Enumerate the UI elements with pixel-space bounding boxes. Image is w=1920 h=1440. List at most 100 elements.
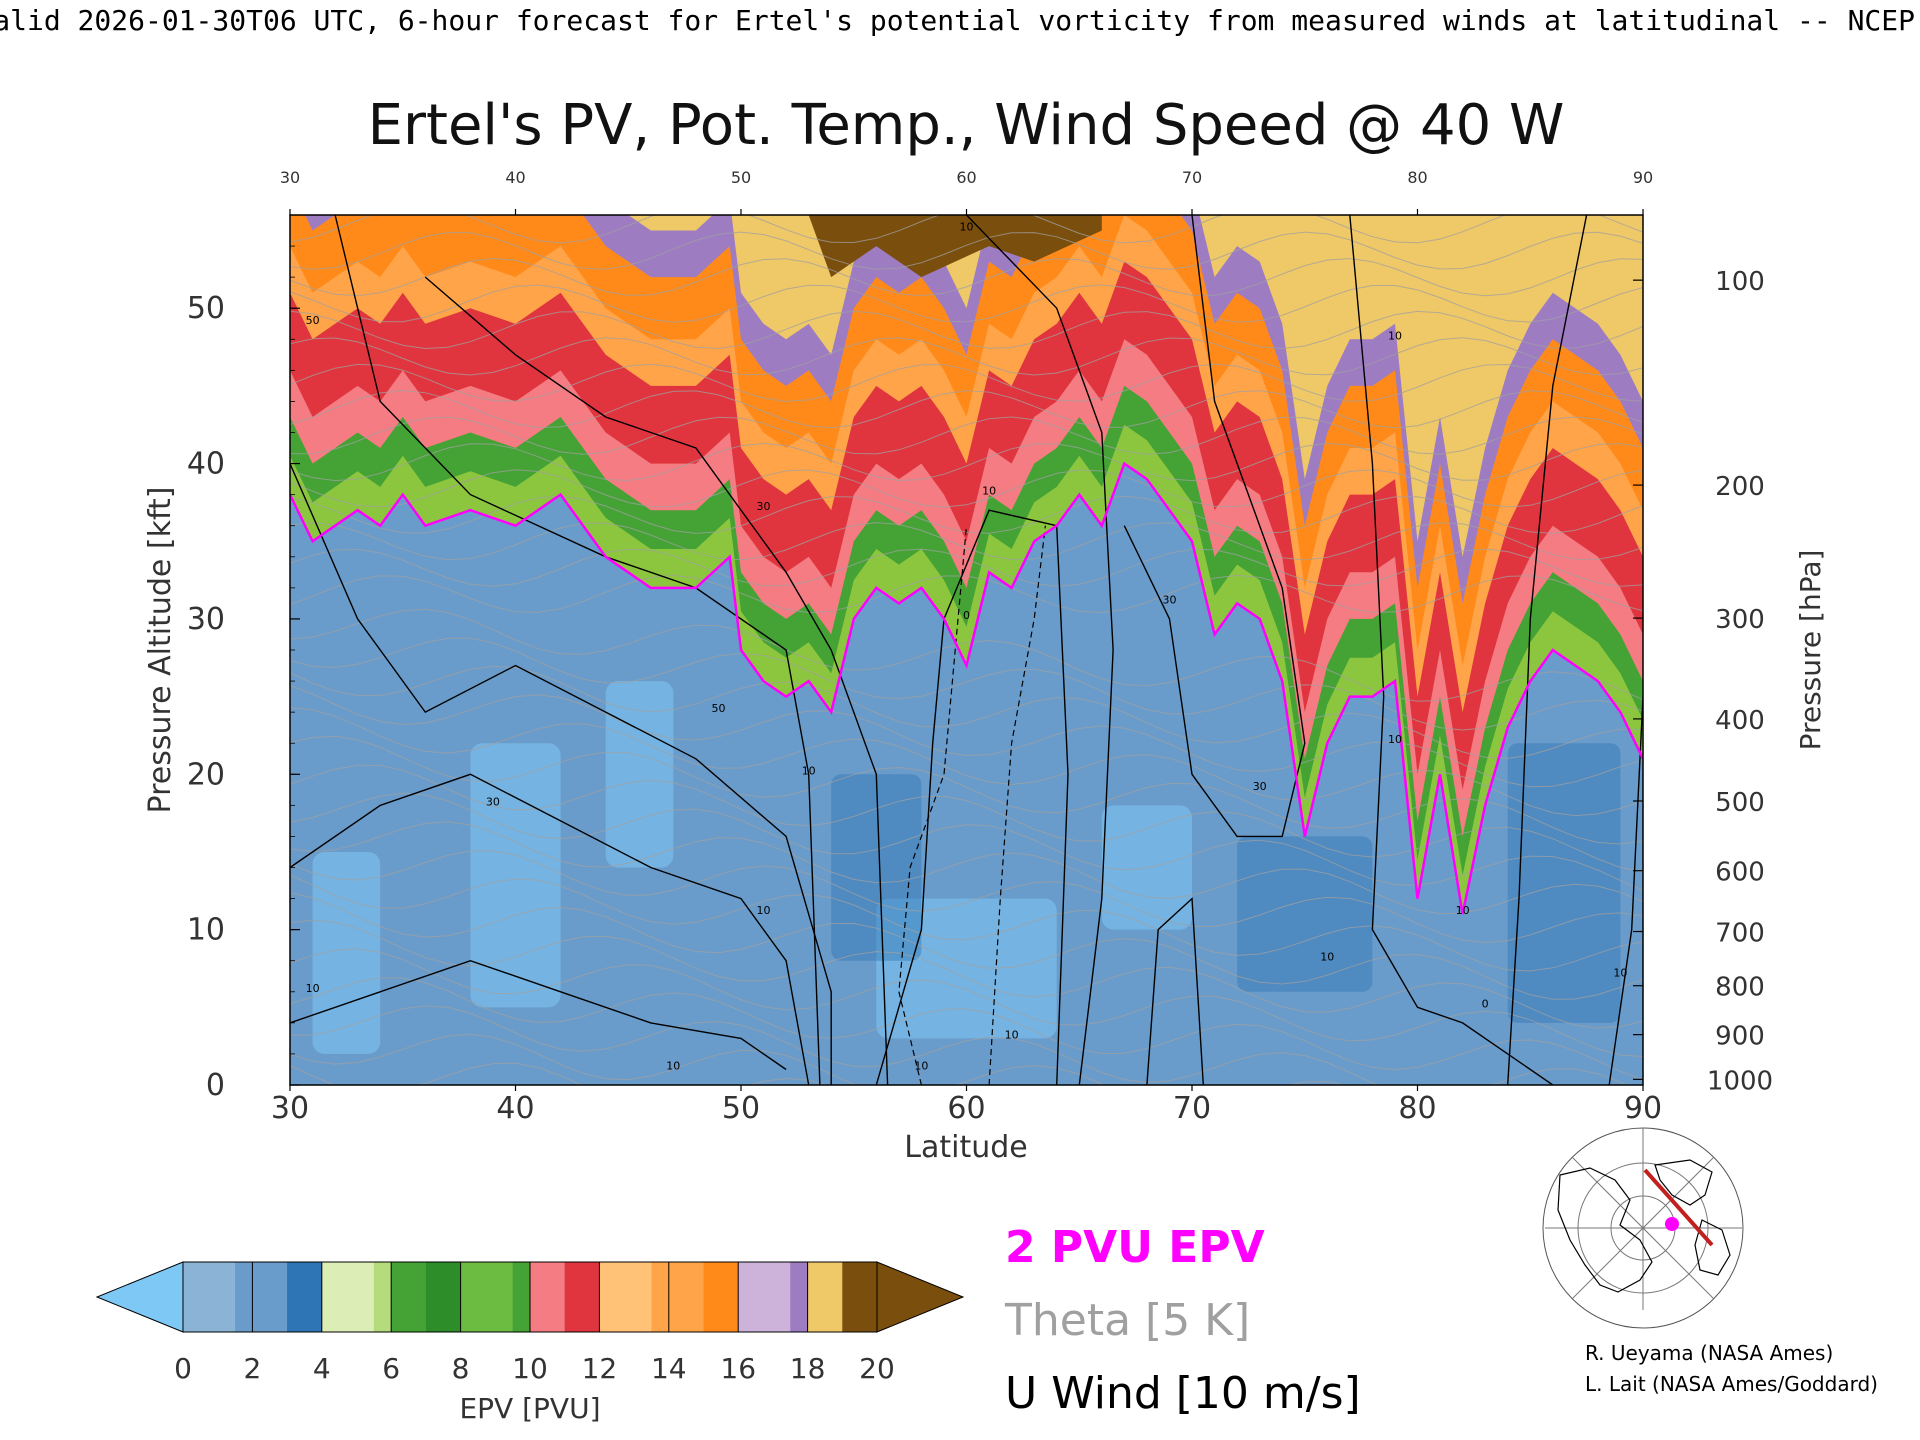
pressure-tick-label: 500: [1715, 788, 1765, 818]
colorbar-cell: [443, 1262, 462, 1332]
theta-line: [290, 874, 1643, 972]
credit-line-2: L. Lait (NASA Ames/Goddard): [1585, 1372, 1878, 1396]
colorbar-tick-label: 18: [790, 1352, 826, 1385]
wind-line-negative-0: [898, 525, 968, 1085]
wind-contour-label: 10: [914, 1060, 928, 1073]
colorbar-cell: [668, 1262, 687, 1332]
theta-line: [290, 231, 1643, 270]
y-axis-right-label: Pressure [hPa]: [1794, 550, 1827, 751]
wind-contour-label: 30: [486, 795, 500, 808]
theta-line: [290, 416, 1643, 455]
y-axis-right: 100 200 300 400 500 600 700 800 900 1000: [1633, 267, 1773, 1096]
wind-contour-label: 10: [982, 485, 996, 498]
theta-line: [290, 892, 1643, 1000]
colorbar-cell: [790, 1262, 809, 1332]
wind-contour-label: 10: [1456, 904, 1470, 917]
colorbar-cell: [599, 1262, 618, 1332]
theta-line: [290, 684, 1643, 788]
x-tick-label: 40: [496, 1091, 534, 1126]
wind-line-5: [875, 509, 1069, 1085]
troposphere-dark-patch-2: [1507, 743, 1621, 1023]
colorbar-label: EPV [PVU]: [459, 1392, 600, 1425]
theta-contours: [290, 215, 1643, 1085]
x-top-tick-label: 70: [1182, 168, 1202, 187]
theta-line: [290, 257, 1643, 297]
colorbar-cell: [252, 1262, 271, 1332]
epv-colorbar: [95, 1261, 965, 1333]
colorbar-cell: [564, 1262, 583, 1332]
colorbar-cell: [477, 1262, 496, 1332]
wind-line-3: [290, 959, 787, 1071]
legend-pv-line: 2 PVU EPV: [1005, 1222, 1265, 1273]
colorbar-cell: [720, 1262, 739, 1332]
wind-line-8: [1123, 215, 1306, 838]
colorbar-tick-label: 2: [243, 1352, 261, 1385]
x-top-tick-label: 40: [505, 168, 525, 187]
troposphere-fill: [290, 463, 1643, 1085]
colorbar-cell: [425, 1262, 444, 1332]
wind-line-7: [1146, 897, 1204, 1085]
wind-contour-label: 50: [306, 314, 320, 327]
x-axis-top: 30 40 50 60 70 80 90: [280, 168, 1653, 215]
colorbar-cell: [339, 1262, 357, 1332]
colorbar-cell: [738, 1262, 757, 1332]
theta-line: [290, 215, 1643, 244]
theta-line: [290, 919, 1643, 1029]
wind-line-1: [334, 215, 821, 1085]
colorbar-cell: [807, 1262, 826, 1332]
troposphere-fill: [290, 463, 1643, 1085]
wind-contour-label: 0: [963, 609, 970, 622]
wind-line-negative-1: [988, 525, 1046, 1085]
x-tick-label: 90: [1624, 1091, 1662, 1126]
wind-contour-labels: 10 50 30 50 30 10 10 10 10 10 10 10 30 30 10 10 10 10 0 10 0: [306, 221, 1628, 1073]
theta-line: [290, 665, 1643, 759]
colorbar-tick-label: 4: [313, 1352, 331, 1385]
wind-contour-label: 10: [1613, 966, 1627, 979]
theta-line: [290, 337, 1643, 376]
colorbar-cell: [634, 1262, 652, 1332]
colorbar-cell: [373, 1262, 392, 1332]
x-tick-label: 60: [947, 1091, 985, 1126]
theta-line: [290, 821, 1643, 915]
y-tick-label: 40: [187, 447, 225, 482]
theta-line: [290, 707, 1643, 817]
colorbar-cell: [772, 1262, 791, 1332]
colorbar-cell: [269, 1262, 288, 1332]
pressure-tick-label: 300: [1715, 605, 1765, 635]
pressure-tick-label: 200: [1715, 472, 1765, 502]
colorbar-cell: [686, 1262, 704, 1332]
legend-theta: Theta [5 K]: [1004, 1295, 1250, 1346]
colorbar-cell: [235, 1262, 253, 1332]
theta-line: [290, 574, 1643, 614]
y-axis-left-label: Pressure Altitude [kft]: [143, 487, 178, 814]
pv-2pvu-line: [290, 461, 1643, 915]
colorbar-tick-label: 20: [859, 1352, 895, 1385]
theta-line: [290, 948, 1643, 1058]
pressure-tick-label: 100: [1715, 267, 1765, 297]
theta-line: [290, 764, 1643, 873]
locator-marker: [1665, 1217, 1679, 1231]
colorbar-cell: [824, 1262, 843, 1332]
theta-line: [290, 548, 1643, 587]
pressure-tick-label: 700: [1715, 919, 1765, 949]
wind-line-9: [1349, 215, 1554, 1085]
colorbar-tick-label: 8: [452, 1352, 470, 1385]
wind-line-6: [965, 215, 1114, 1085]
colorbar-cell: [512, 1262, 531, 1332]
colorbar-cell: [755, 1262, 774, 1332]
colorbar-cell: [547, 1262, 566, 1332]
troposphere-light-patch-1: [470, 743, 561, 1008]
theta-line: [290, 792, 1643, 891]
x-axis-bottom: 30 40 50 60 70 80 90: [271, 1085, 1662, 1126]
header-banner: Valid 2026-01-30T06 UTC, 6-hour forecast…: [0, 4, 1915, 37]
x-tick-label: 50: [722, 1091, 760, 1126]
troposphere-light-patch-2: [605, 681, 674, 868]
colorbar-tick-label: 12: [582, 1352, 618, 1385]
x-tick-label: 80: [1398, 1091, 1436, 1126]
wind-contour-label: 0: [1482, 997, 1489, 1010]
wind-contour-label: 10: [1005, 1028, 1019, 1041]
colorbar-cell: [408, 1262, 427, 1332]
colorbar-cell: [183, 1262, 201, 1332]
colorbar-cell: [859, 1262, 878, 1332]
